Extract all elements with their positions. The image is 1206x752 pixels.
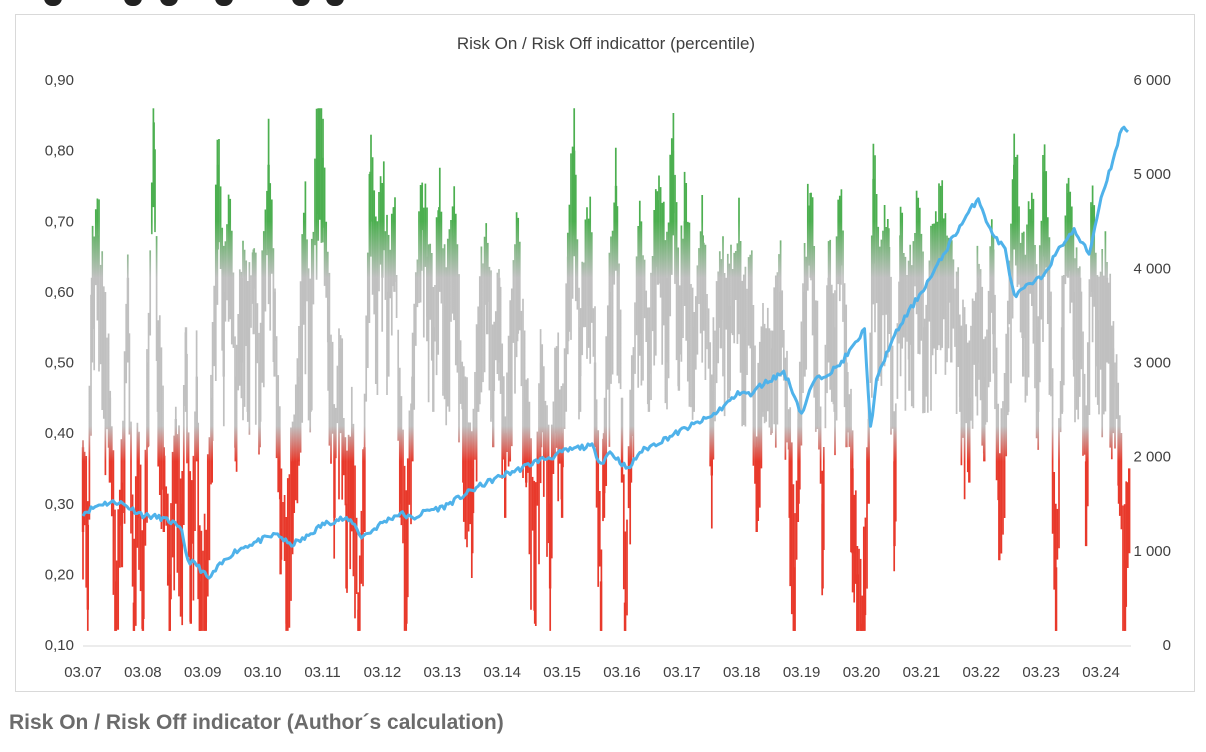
chart-title: Risk On / Risk Off indicattor (percentil… <box>457 34 755 53</box>
x-axis: 03.07 03.08 03.09 03.10 03.11 03.12 03.13 03.14… <box>64 664 1120 681</box>
y-left-tick-label: 0,50 <box>45 355 74 372</box>
y-right-tick-label: 5 000 <box>1133 166 1171 183</box>
x-tick-label: 03.09 <box>184 664 222 681</box>
chart-frame: Risk On / Risk Off indicattor (percentil… <box>15 14 1195 692</box>
x-tick-label: 03.15 <box>543 664 581 681</box>
x-tick-label: 03.19 <box>783 664 821 681</box>
y-left-tick-label: 0,80 <box>45 143 74 160</box>
y-left-tick-label: 0,90 <box>45 72 74 89</box>
y-left-tick-label: 0,20 <box>45 566 74 583</box>
y-right-axis: 0 1 000 2 000 3 000 4 000 5 000 6 000 <box>1133 72 1171 654</box>
x-tick-label: 03.21 <box>903 664 941 681</box>
x-tick-label: 03.08 <box>124 664 162 681</box>
x-tick-label: 03.07 <box>64 664 102 681</box>
y-left-tick-label: 0,10 <box>45 637 74 654</box>
index-line <box>81 125 1129 580</box>
chart-caption: Risk On / Risk Off indicator (Author´s c… <box>9 711 504 734</box>
x-tick-label: 03.20 <box>843 664 881 681</box>
x-tick-label: 03.14 <box>483 664 521 681</box>
cropped-header-strip <box>0 0 1206 8</box>
x-tick-label: 03.24 <box>1082 664 1120 681</box>
y-right-tick-label: 3 000 <box>1133 355 1171 372</box>
y-left-tick-label: 0,70 <box>45 213 74 230</box>
index-series <box>81 125 1129 580</box>
y-left-tick-label: 0,40 <box>45 425 74 442</box>
y-left-tick-label: 0,60 <box>45 284 74 301</box>
y-left-tick-label: 0,30 <box>45 496 74 513</box>
y-right-tick-label: 2 000 <box>1133 449 1171 466</box>
x-tick-label: 03.18 <box>723 664 761 681</box>
x-tick-label: 03.17 <box>663 664 701 681</box>
y-right-tick-label: 1 000 <box>1133 543 1171 560</box>
x-tick-label: 03.12 <box>364 664 402 681</box>
x-tick-label: 03.16 <box>603 664 641 681</box>
y-right-tick-label: 6 000 <box>1133 72 1171 89</box>
x-tick-label: 03.22 <box>963 664 1001 681</box>
x-tick-label: 03.13 <box>424 664 462 681</box>
x-tick-label: 03.11 <box>304 664 340 681</box>
y-right-tick-label: 4 000 <box>1133 260 1171 277</box>
risk-indicator-chart: Risk On / Risk Off indicattor (percentil… <box>45 34 1171 681</box>
y-left-axis: 0,10 0,20 0,30 0,40 0,50 0,60 0,70 0,80 0,90 <box>45 72 74 654</box>
x-tick-label: 03.23 <box>1022 664 1060 681</box>
x-tick-label: 03.10 <box>244 664 282 681</box>
percentile-series <box>81 108 1131 631</box>
y-right-tick-label: 0 <box>1163 637 1171 654</box>
